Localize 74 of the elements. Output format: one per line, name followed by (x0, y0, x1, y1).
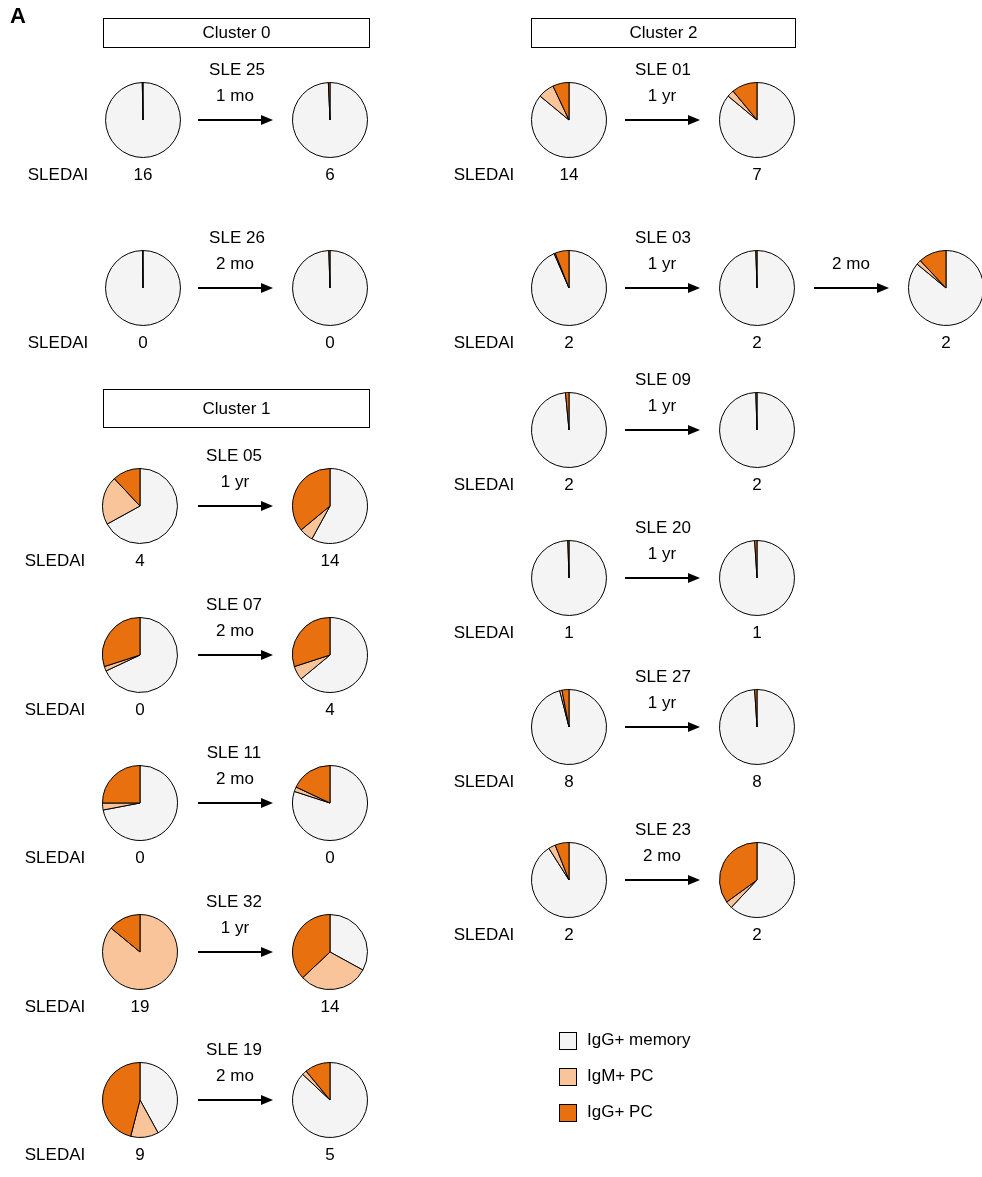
text: 0 (135, 848, 145, 868)
text: 1 yr (647, 693, 677, 713)
text: 2 (752, 475, 762, 495)
legend-label: IgM+ PC (587, 1066, 654, 1086)
text: 2 (564, 475, 574, 495)
text: 1 mo (216, 86, 254, 106)
text: 1 yr (647, 254, 677, 274)
text: SLE 07 (206, 595, 262, 615)
text: 14 (320, 551, 340, 571)
text: 1 yr (220, 472, 250, 492)
text: 1 yr (220, 918, 250, 938)
text: 2 mo (643, 846, 681, 866)
text: SLE 27 (635, 667, 691, 687)
text: 0 (135, 700, 145, 720)
text: SLE 09 (635, 370, 691, 390)
text: 14 (320, 997, 340, 1017)
text: 9 (135, 1145, 145, 1165)
text: 16 (133, 165, 153, 185)
text: SLEDAI (24, 997, 86, 1017)
text: 6 (325, 165, 335, 185)
text: SLE 03 (635, 228, 691, 248)
text: 2 mo (216, 621, 254, 641)
text: SLEDAI (24, 1145, 86, 1165)
text: 0 (138, 333, 148, 353)
text: 2 mo (216, 254, 254, 274)
text: 1 yr (647, 396, 677, 416)
text: 8 (564, 772, 574, 792)
text: SLE 19 (206, 1040, 262, 1060)
text: SLEDAI (27, 165, 89, 185)
legend-label: IgG+ memory (587, 1030, 691, 1050)
text: SLE 32 (206, 892, 262, 912)
text: Cluster 0 (103, 18, 370, 48)
text: 0 (325, 848, 335, 868)
text: 1 (752, 623, 762, 643)
text: SLEDAI (453, 772, 515, 792)
text: SLE 01 (635, 60, 691, 80)
text: SLEDAI (453, 333, 515, 353)
text: SLEDAI (453, 623, 515, 643)
text: 2 mo (216, 1066, 254, 1086)
text: 0 (325, 333, 335, 353)
text: 1 yr (647, 544, 677, 564)
text: 2 mo (832, 254, 870, 274)
text: 1 yr (647, 86, 677, 106)
text: SLEDAI (453, 165, 515, 185)
text: 7 (752, 165, 762, 185)
legend-label: IgG+ PC (587, 1102, 653, 1122)
text: 4 (325, 700, 335, 720)
text: SLEDAI (453, 925, 515, 945)
text: 19 (130, 997, 150, 1017)
chart-title: SLE 23 (635, 820, 691, 840)
text: Cluster 2 (531, 18, 796, 48)
text: 8 (752, 772, 762, 792)
text: SLEDAI (24, 700, 86, 720)
text: SLE 11 (206, 743, 262, 763)
text: SLE 20 (635, 518, 691, 538)
text: SLE 26 (209, 228, 265, 248)
text: 5 (325, 1145, 335, 1165)
text: 2 (752, 925, 762, 945)
text: Cluster 1 (103, 389, 370, 428)
text: 2 mo (216, 769, 254, 789)
text: 2 (564, 925, 574, 945)
text: SLEDAI (27, 333, 89, 353)
text: SLE 25 (209, 60, 265, 80)
text: SLEDAI (453, 475, 515, 495)
text: SLE 05 (206, 446, 262, 466)
text: 2 (941, 333, 951, 353)
text: 4 (135, 551, 145, 571)
text: 2 (564, 333, 574, 353)
text: A (10, 3, 26, 28)
text: 14 (559, 165, 579, 185)
text: 2 (752, 333, 762, 353)
text: SLEDAI (24, 551, 86, 571)
text: SLEDAI (24, 848, 86, 868)
text: 1 (564, 623, 574, 643)
